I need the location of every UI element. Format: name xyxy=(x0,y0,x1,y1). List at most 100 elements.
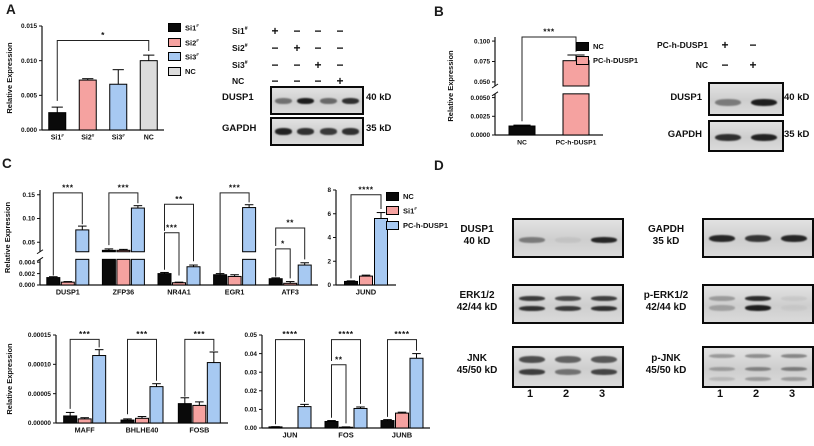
bar-Si1#-ZFP36 xyxy=(116,258,131,286)
panel-c-genes-chart-2: 0.00000 0.00005 0.00010 0.00015 Relative Exp… xyxy=(0,304,232,446)
legend-item-Si2: Si2# xyxy=(168,37,199,48)
protein-label-GAPDH: GAPDH xyxy=(222,123,257,134)
bar-Si1#-ATF3 xyxy=(283,282,298,286)
condition-sign: + xyxy=(749,58,757,72)
chart-text: 0.005 xyxy=(21,93,37,100)
panel-b-bar-chart: 0.0000 0.0025 0.0050 0.050 0.075 0.100 Relativ… xyxy=(443,12,615,163)
significance-bracket xyxy=(275,227,306,260)
condition-sign: − xyxy=(314,74,322,88)
molecular-weight-label: 40 kD xyxy=(784,92,810,103)
western-band xyxy=(319,128,337,135)
chart-text: 0.00 xyxy=(245,425,258,432)
western-band xyxy=(554,236,582,243)
legend-label: Si2# xyxy=(185,37,199,48)
legend-label: PC-h-DUSP1 xyxy=(593,56,639,65)
category-label-JUN: JUN xyxy=(282,431,297,440)
western-band xyxy=(518,295,546,301)
western-band xyxy=(780,377,808,382)
panel-a-western-blot: Si1# + − − − Si2# − + − − Si3# − − + − NC − − − + DUSP1 40 kD… xyxy=(220,22,412,152)
significance-stars: *** xyxy=(118,182,130,192)
legend-label: Si1# xyxy=(185,23,199,33)
significance-stars: **** xyxy=(358,184,373,194)
chart-text: 0.0050 xyxy=(470,95,490,102)
condition-sign: − xyxy=(314,41,322,55)
condition-label-NC: NC xyxy=(695,60,708,70)
western-band xyxy=(274,97,292,104)
bar-Si1#-BHLHE40 xyxy=(135,417,149,424)
western-band xyxy=(708,377,736,382)
panel-c-genes-chart-3: 0.00 0.01 0.02 0.03 0.04 0.05 JUN FOS JUNB **** **… xyxy=(230,304,436,446)
protein-label-JNK: JNK 45/50 kD xyxy=(456,353,498,376)
significance-stars: ** xyxy=(286,218,294,228)
significance-bracket xyxy=(184,338,215,397)
chart-text: 0.05 xyxy=(245,332,258,339)
axis-line xyxy=(36,256,44,262)
chart-text: 0.075 xyxy=(474,59,490,66)
western-band xyxy=(297,128,315,135)
category-label-JUNB: JUNB xyxy=(392,431,413,440)
significance-bracket xyxy=(331,364,347,424)
western-band xyxy=(744,377,772,382)
chart-text: 2 xyxy=(327,258,331,265)
chart-text: 0.002 xyxy=(19,271,35,278)
chart-text: 0.010 xyxy=(21,58,37,65)
western-band xyxy=(780,354,808,359)
condition-sign: + xyxy=(293,41,301,55)
panel-a-label: A xyxy=(6,2,16,17)
significance-bracket xyxy=(275,248,291,279)
western-band xyxy=(274,128,292,135)
significance-stars: **** xyxy=(282,329,297,339)
western-band xyxy=(780,235,808,243)
chart-text: Relative Expression xyxy=(5,42,14,114)
significance-stars: ** xyxy=(335,354,343,364)
protein-label-DUSP1: DUSP1 xyxy=(222,92,254,103)
condition-sign: − xyxy=(293,74,301,88)
bar-NC-FOSB xyxy=(177,403,192,424)
significance-stars: * xyxy=(101,30,105,40)
western-band xyxy=(708,305,736,312)
chart-text: 0.05 xyxy=(23,239,36,246)
western-band xyxy=(744,354,772,359)
category-label-JUND: JUND xyxy=(356,288,377,297)
legend-item-Si1: Si1# xyxy=(168,23,199,33)
category-label-NC: NC xyxy=(144,135,154,142)
significance-bracket xyxy=(52,192,83,276)
chart-text: 0.100 xyxy=(474,38,490,45)
bar-NC-ATF3 xyxy=(268,278,283,286)
protein-label-GAPDH: GAPDH xyxy=(667,129,702,140)
western-band xyxy=(342,97,360,104)
western-band xyxy=(714,98,742,106)
category-label-DUSP1: DUSP1 xyxy=(56,288,80,297)
blot-gapdh-a xyxy=(270,117,364,146)
chart-text: 0.004 xyxy=(19,259,35,266)
chart-text: 0.000 xyxy=(21,127,37,134)
lane-number-2: 2 xyxy=(753,388,760,400)
condition-sign: + xyxy=(336,74,344,88)
significance-stars: *** xyxy=(79,329,91,339)
bar-Relative Expression-PC-h-DUSP1 xyxy=(562,93,590,136)
significance-bracket xyxy=(331,339,361,404)
panel-c-genes-row1: 0.000 0.002 0.004 0.05 0.10 0.15 Relative Expr… xyxy=(3,182,318,297)
western-band xyxy=(780,366,808,371)
chart-text: Relative Expression xyxy=(5,343,14,415)
significance-bracket xyxy=(56,40,150,101)
western-band xyxy=(297,97,315,104)
panel-b-qpcr: 0.0000 0.0025 0.0050 0.050 0.075 0.100 Relativ… xyxy=(446,27,603,147)
category-label-NC: NC xyxy=(517,140,527,147)
condition-label-Si2: Si2# xyxy=(232,43,248,53)
condition-sign: − xyxy=(293,58,301,72)
category-label-ZFP36: ZFP36 xyxy=(113,288,135,297)
protein-label-ERK1/2: ERK1/2 42/44 kD xyxy=(456,290,498,313)
western-band xyxy=(714,133,742,141)
panel-b-legend: NC PC-h-DUSP1 xyxy=(576,42,638,70)
western-band xyxy=(708,295,736,301)
legend-item-PC-h-DUSP1: PC-h-DUSP1 xyxy=(386,220,448,230)
bar-PC-h-DUSP1-ZFP36 xyxy=(130,258,145,286)
category-label-Si1#: Si1# xyxy=(51,133,65,142)
category-label-Si3#: Si3# xyxy=(112,133,126,142)
blot-p-erk1-2-d xyxy=(702,284,814,324)
blot-gapdh-b xyxy=(708,120,784,152)
chart-text: 0.0025 xyxy=(470,113,490,120)
